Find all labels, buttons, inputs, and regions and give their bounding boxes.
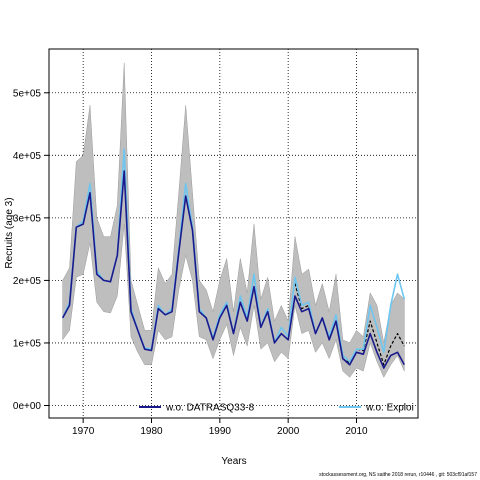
x-axis-ticks: 1970 1980 1990 2000 2010 xyxy=(72,418,368,437)
x-tick-label: 2010 xyxy=(345,426,368,437)
y-tick-label: 5e+05 xyxy=(13,88,42,99)
y-tick-label: 1e+05 xyxy=(13,338,42,349)
footer-credit: stockassessment.org, NS saithe 2018 reru… xyxy=(319,472,477,478)
x-tick-label: 1980 xyxy=(140,426,163,437)
y-tick-label: 0e+00 xyxy=(13,401,42,412)
series-lines xyxy=(61,148,406,369)
confidence-band-area xyxy=(62,62,405,378)
y-tick-label: 4e+05 xyxy=(13,151,42,162)
legend: w.o. DATRASQ33-8 w.o. Exploi xyxy=(139,403,414,414)
x-axis-label: Years xyxy=(221,456,246,467)
x-tick-label: 1990 xyxy=(209,426,232,437)
y-axis-ticks: 0e+00 1e+05 2e+05 3e+05 4e+05 5e+05 xyxy=(13,88,49,412)
legend-label: w.o. Exploi xyxy=(365,403,414,414)
y-axis-label: Recruits (age 3) xyxy=(4,197,15,268)
series-line xyxy=(61,170,406,369)
legend-label: w.o. DATRASQ33-8 xyxy=(165,403,255,414)
x-tick-label: 2000 xyxy=(277,426,300,437)
y-tick-label: 2e+05 xyxy=(13,276,42,287)
confidence-band xyxy=(62,62,405,378)
y-tick-label: 3e+05 xyxy=(13,213,42,224)
x-tick-label: 1970 xyxy=(72,426,95,437)
plot-frame xyxy=(48,48,419,419)
